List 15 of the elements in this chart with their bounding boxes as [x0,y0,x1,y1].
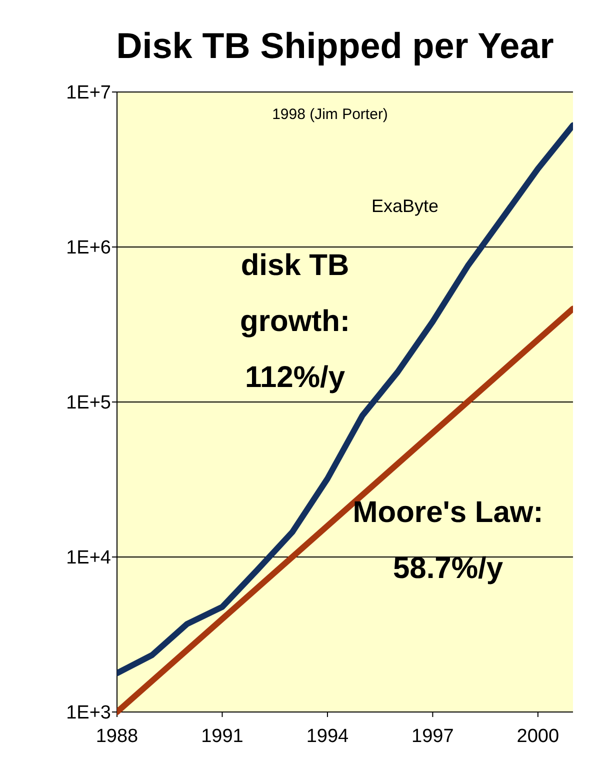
y-tick-label: 1E+6 [66,238,111,259]
y-tick-label: 1E+7 [66,82,111,104]
chart-title: Disk TB Shipped per Year [116,25,554,66]
annotation: Moore's Law: 58.7%/y [352,496,544,585]
x-tick-label: 2000 [516,726,560,747]
y-tick-label: 1E+3 [66,702,111,724]
x-tick-label: 1988 [96,726,138,747]
annotation: ExaByte [371,196,439,216]
y-tick-label: 1E+4 [66,548,112,569]
y-tick-label: 1E+5 [66,392,111,414]
x-tick-label: 1997 [412,726,454,747]
annotation: 1998 (Jim Porter) [272,106,388,123]
x-tick-label: 1991 [201,726,244,747]
x-tick-label: 1994 [306,726,350,747]
annotation: disk TB growth: 112%/y [240,249,350,394]
